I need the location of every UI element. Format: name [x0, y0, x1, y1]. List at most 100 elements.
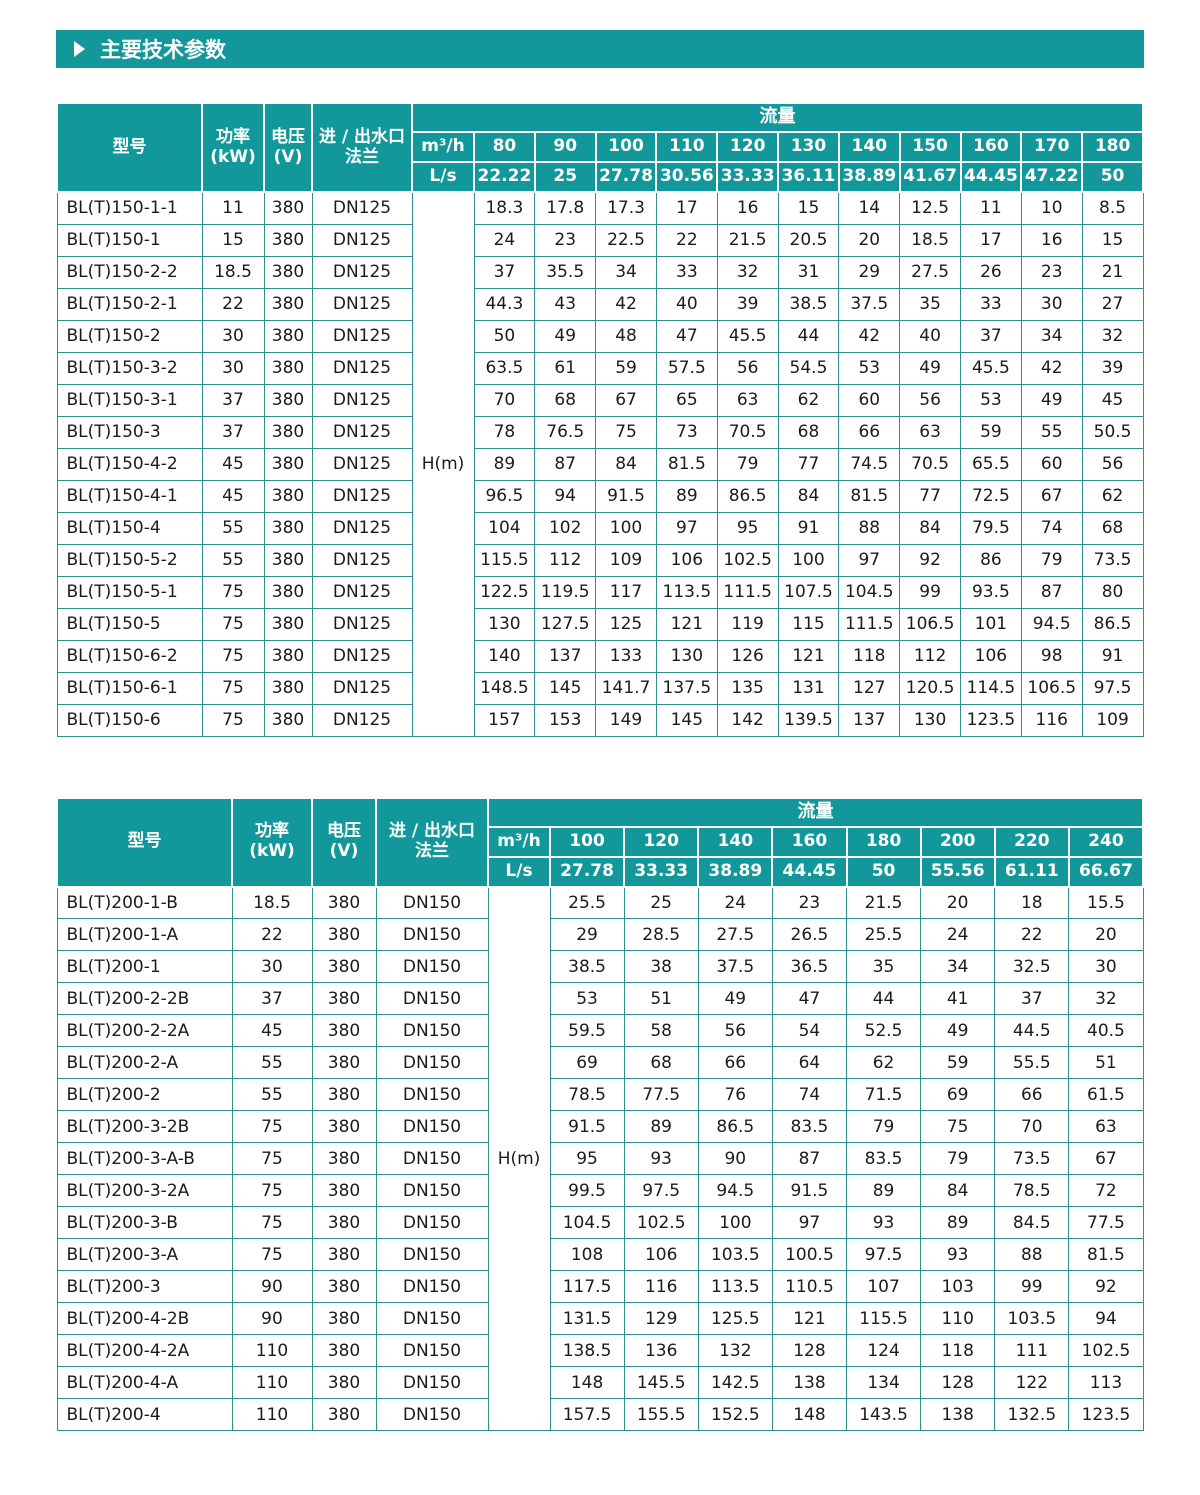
head-value-cell: 137.5: [655, 671, 718, 705]
head-value-cell: 38.5: [549, 950, 625, 983]
table-row: BL(T)150-5-1 75 380 DN125 122.5 119.5 117 113.5…: [56, 575, 1144, 609]
table-row: BL(T)200-3-A 75 380 DN150 108 106 103.5 100.5 97…: [56, 1238, 1144, 1271]
head-value-cell: 79: [1020, 543, 1083, 577]
head-value-cell: 37: [994, 982, 1070, 1015]
flange-cell: DN125: [311, 415, 413, 449]
head-value-cell: 112: [534, 543, 597, 577]
head-value-cell: 97.5: [1081, 671, 1144, 705]
col-header-power: 功率 (kW): [201, 102, 265, 193]
head-value-cell: 103.5: [697, 1238, 773, 1271]
col-header-voltage: 电压 (V): [311, 796, 377, 888]
voltage-cell: 380: [263, 607, 313, 641]
head-value-cell: 49: [920, 1014, 996, 1047]
head-value-cell: 27.5: [697, 918, 773, 951]
head-value-cell: 21: [1081, 255, 1144, 289]
table-row: BL(T)150-1 15 380 DN125 24 23 22.5 22 21.5 20.5 20…: [56, 223, 1144, 257]
flow-value-header: 61.11: [993, 855, 1070, 888]
head-value-cell: 91.5: [595, 479, 657, 513]
head-value-cell: 86: [960, 543, 1022, 577]
head-value-cell: 76: [697, 1078, 773, 1111]
head-value-cell: 17: [960, 223, 1022, 257]
head-value-cell: 102.5: [623, 1206, 699, 1239]
flange-cell: DN150: [375, 1014, 489, 1047]
head-value-cell: 89: [473, 447, 536, 481]
head-value-cell: 126: [716, 639, 779, 673]
flow-value-header: 80: [473, 131, 536, 163]
head-value-cell: 78: [473, 415, 536, 449]
head-value-cell: 127.5: [534, 607, 597, 641]
head-value-cell: 88: [838, 511, 901, 545]
voltage-cell: 380: [311, 918, 377, 951]
col-header-model: 型号: [56, 796, 233, 888]
power-cell: 75: [231, 1142, 313, 1175]
head-value-cell: 62: [777, 383, 840, 417]
head-value-cell: 106: [960, 639, 1022, 673]
head-value-cell: 17: [655, 191, 718, 225]
power-cell: 45: [201, 479, 265, 513]
head-value-cell: 25: [623, 886, 699, 919]
head-value-cell: 64: [771, 1046, 848, 1079]
model-cell: BL(T)150-6: [56, 703, 203, 737]
voltage-cell: 380: [311, 1014, 377, 1047]
flow-value-header: 140: [697, 825, 774, 858]
voltage-cell: 380: [311, 1334, 377, 1367]
voltage-cell: 380: [263, 255, 313, 289]
head-value-cell: 68: [777, 415, 840, 449]
head-value-cell: 32.5: [994, 950, 1070, 983]
head-value-cell: 80: [1081, 575, 1144, 609]
head-value-cell: 59: [960, 415, 1022, 449]
head-value-cell: 45.5: [960, 351, 1022, 385]
head-value-cell: 63: [1068, 1110, 1144, 1143]
table-row: BL(T)200-2-A 55 380 DN150 69 68 66 64 62 59 55.5 51: [56, 1046, 1144, 1079]
head-value-cell: 44.5: [994, 1014, 1070, 1047]
head-value-cell: 104.5: [838, 575, 901, 609]
head-value-cell: 125: [595, 607, 657, 641]
power-cell: 55: [231, 1078, 313, 1111]
voltage-cell: 380: [311, 1206, 377, 1239]
voltage-cell: 380: [263, 671, 313, 705]
flow-value-header: 240: [1067, 825, 1145, 858]
model-cell: BL(T)200-4-A: [56, 1366, 233, 1399]
table-row: BL(T)200-3-2B 75 380 DN150 91.5 89 86.5 83.5 79 7…: [56, 1110, 1144, 1143]
flow-value-header: 180: [1081, 131, 1144, 163]
head-value-cell: 125.5: [697, 1302, 773, 1335]
head-value-cell: 106: [623, 1238, 699, 1271]
voltage-cell: 380: [263, 703, 313, 737]
head-value-cell: 51: [623, 982, 699, 1015]
head-value-cell: 44.3: [473, 287, 536, 321]
head-value-cell: 68: [623, 1046, 699, 1079]
head-value-cell: 91: [777, 511, 840, 545]
head-value-cell: 67: [1020, 479, 1083, 513]
power-cell: 75: [231, 1206, 313, 1239]
flow-value-header: 41.67: [898, 161, 962, 193]
power-cell: 55: [201, 511, 265, 545]
head-value-cell: 76.5: [534, 415, 597, 449]
head-value-cell: 75: [595, 415, 657, 449]
voltage-cell: 380: [263, 191, 313, 225]
head-value-cell: 63: [716, 383, 779, 417]
head-value-cell: 10: [1020, 191, 1083, 225]
head-value-cell: 49: [1020, 383, 1083, 417]
head-value-cell: 84: [777, 479, 840, 513]
model-cell: BL(T)150-6-1: [56, 671, 203, 705]
head-value-cell: 101: [960, 607, 1022, 641]
head-value-cell: 38: [623, 950, 699, 983]
voltage-cell: 380: [311, 1238, 377, 1271]
head-value-cell: 38.5: [777, 287, 840, 321]
power-cell: 37: [201, 383, 265, 417]
flow-header: 流量: [487, 796, 1144, 828]
head-value-cell: 20: [1068, 918, 1144, 951]
head-value-cell: 28.5: [623, 918, 699, 951]
head-value-cell: 96.5: [473, 479, 536, 513]
head-value-cell: 83.5: [771, 1110, 848, 1143]
flow-value-header: 120: [623, 825, 700, 858]
head-value-cell: 74: [1020, 511, 1083, 545]
voltage-cell: 380: [263, 575, 313, 609]
table-row: BL(T)150-6-1 75 380 DN125 148.5 145 141.7 137.5…: [56, 671, 1144, 705]
flange-cell: DN150: [375, 1142, 489, 1175]
voltage-cell: 380: [263, 287, 313, 321]
head-value-cell: 129: [623, 1302, 699, 1335]
head-value-cell: 84: [899, 511, 961, 545]
head-value-cell: 29: [838, 255, 901, 289]
